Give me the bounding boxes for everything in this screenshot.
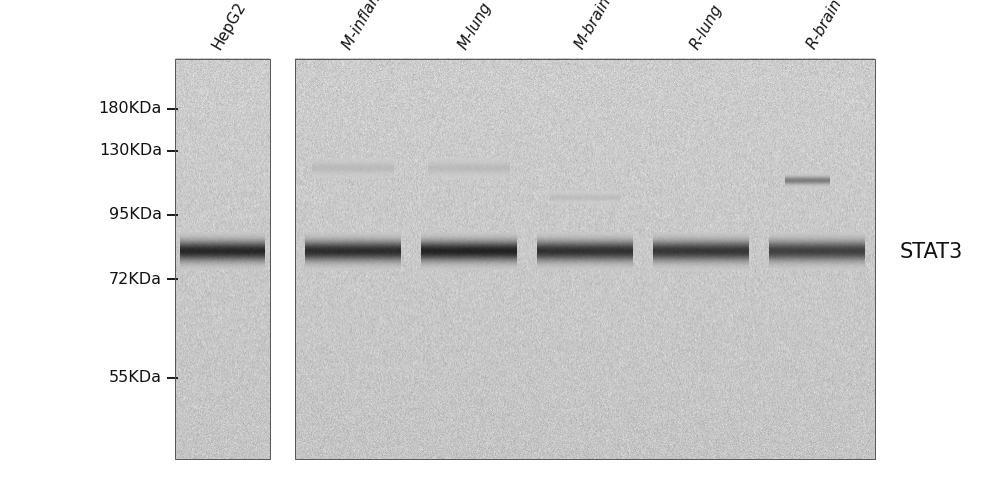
Bar: [295, 59, 875, 459]
Text: STAT3: STAT3: [900, 242, 963, 262]
Text: R-brain: R-brain: [804, 0, 845, 52]
Text: 95KDa: 95KDa: [109, 207, 162, 222]
Text: 55KDa: 55KDa: [109, 370, 162, 385]
Text: M-brain: M-brain: [572, 0, 614, 52]
Text: M-inflammation lung: M-inflammation lung: [340, 0, 432, 52]
Text: 72KDa: 72KDa: [109, 272, 162, 287]
Bar: [175, 59, 270, 459]
Text: M-lung: M-lung: [456, 0, 495, 52]
Text: HepG2: HepG2: [210, 0, 249, 52]
Text: R-lung: R-lung: [688, 1, 726, 52]
Text: 130KDa: 130KDa: [99, 143, 162, 158]
Text: 180KDa: 180KDa: [99, 101, 162, 116]
